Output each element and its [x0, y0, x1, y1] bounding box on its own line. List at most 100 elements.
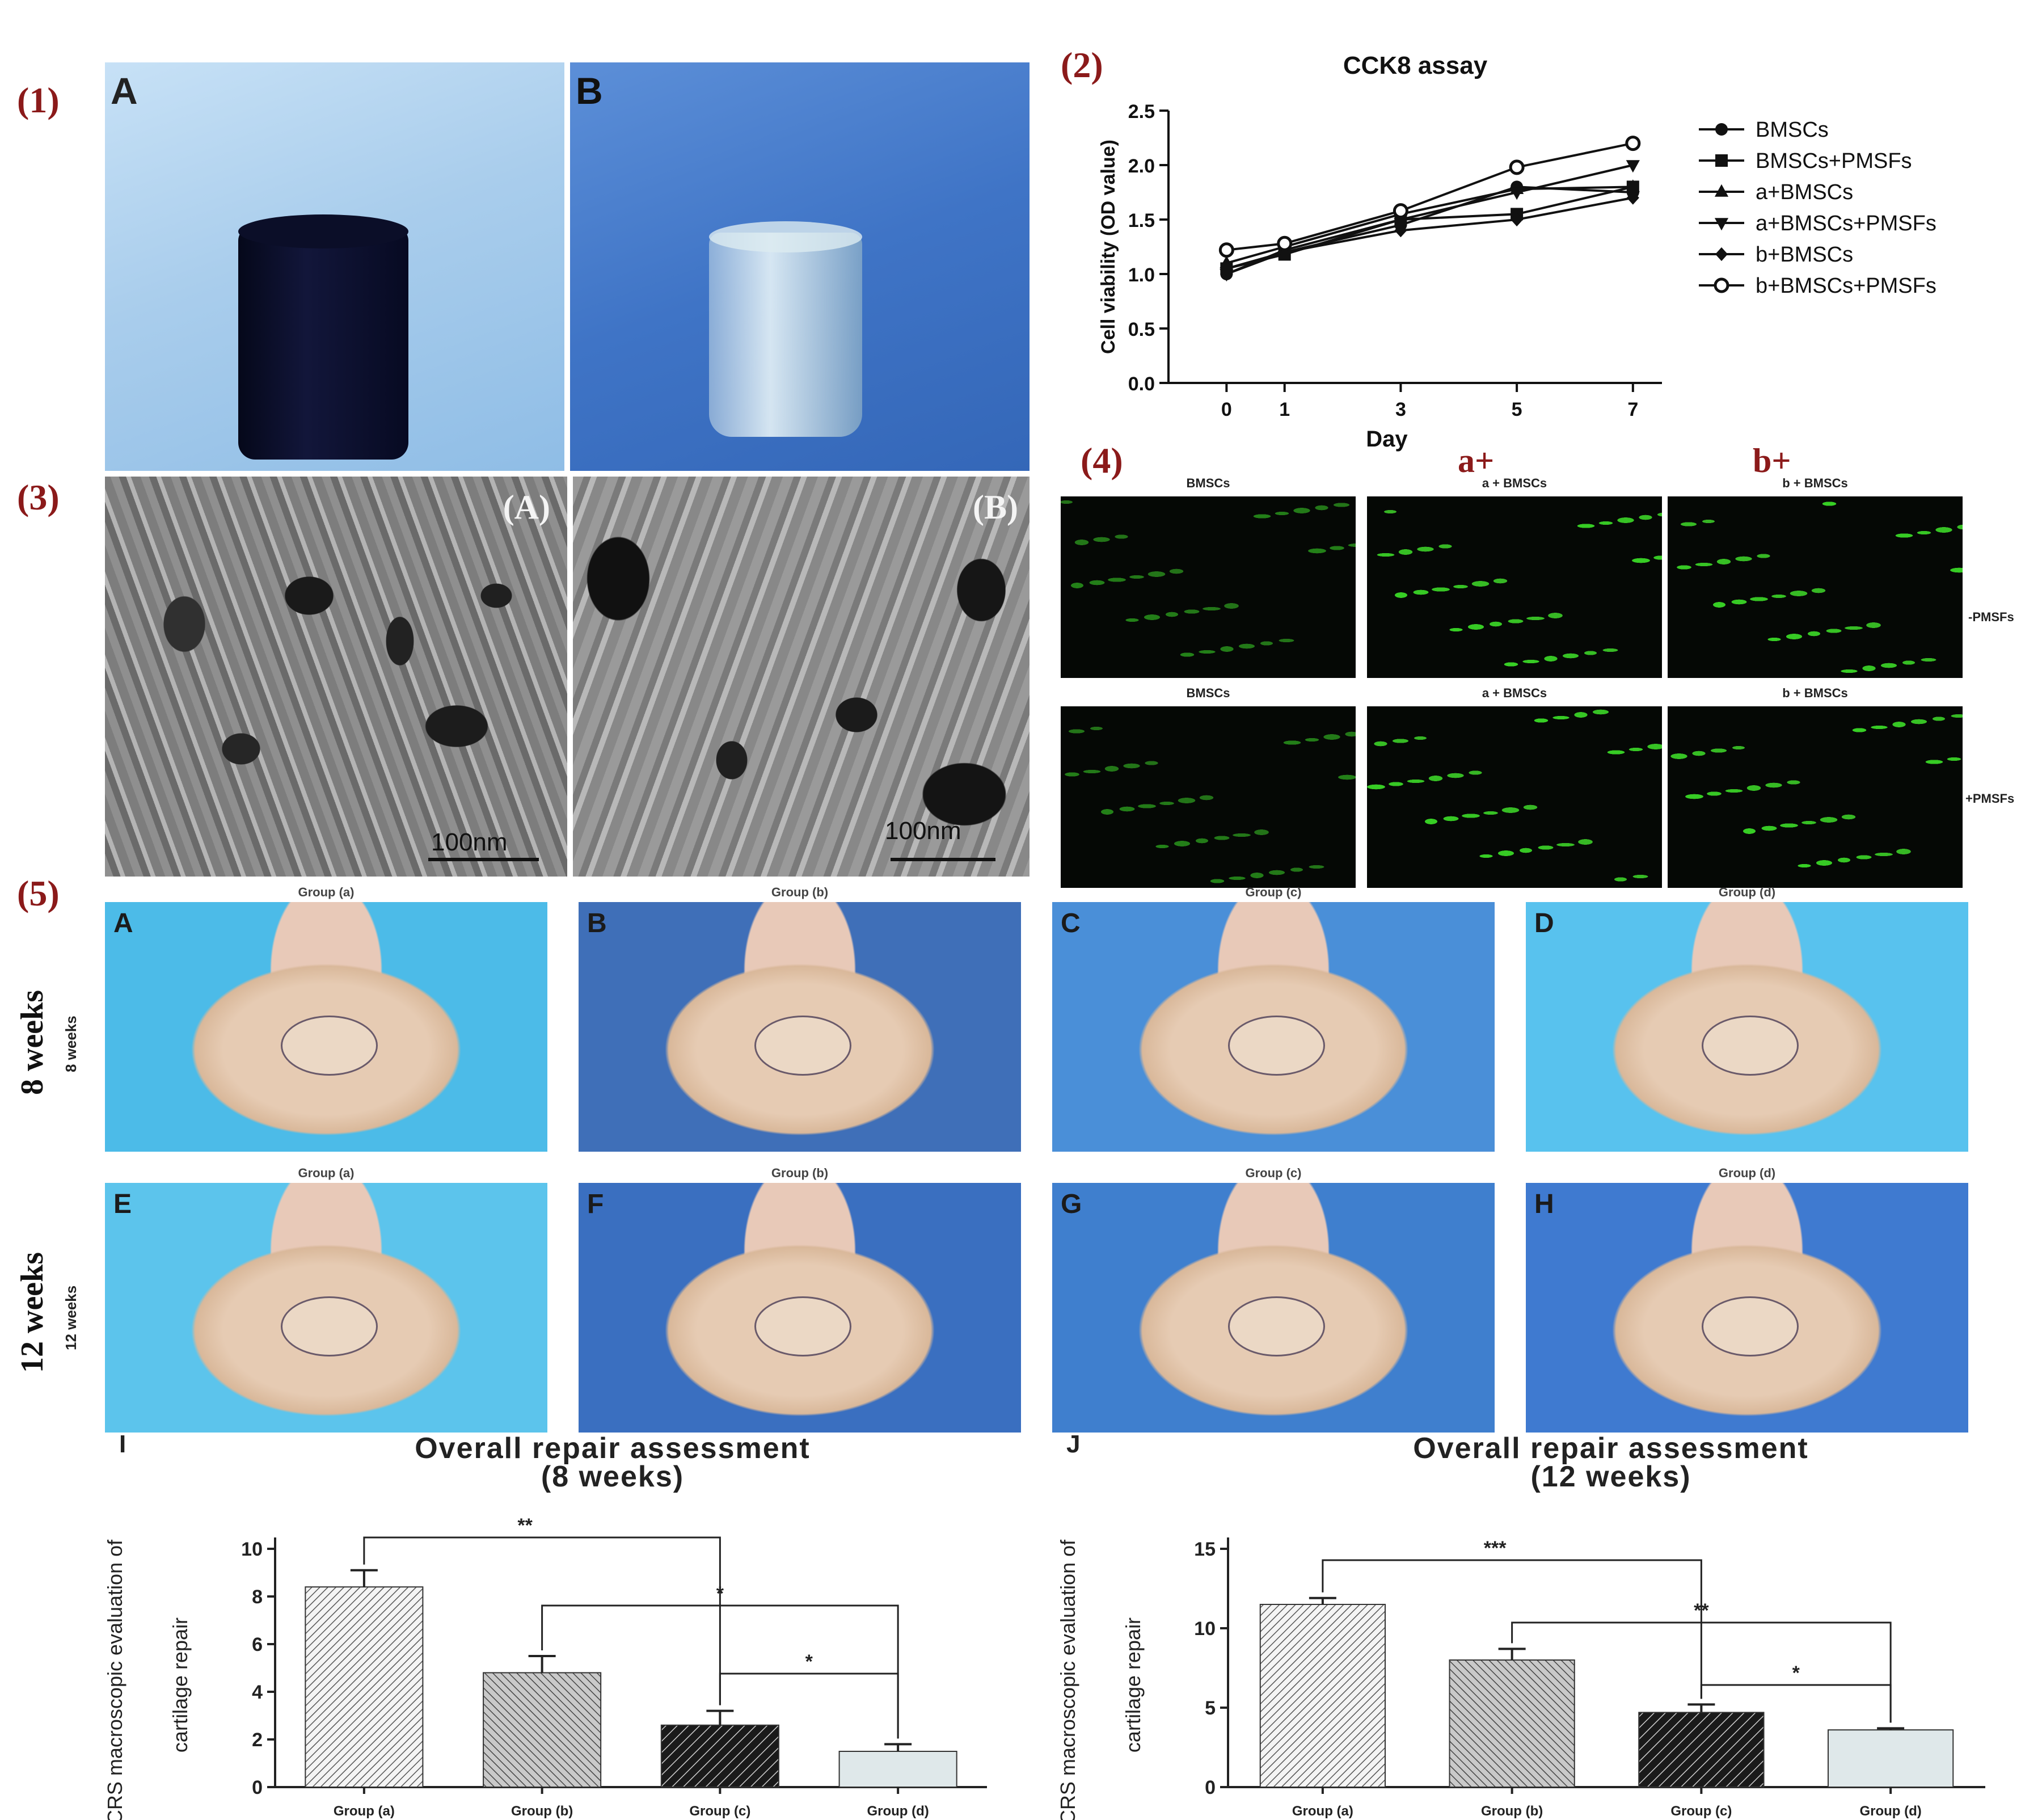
repair-group-label: Group (a): [298, 885, 355, 899]
defect-circle: [754, 1016, 851, 1076]
joint-photo: A Group (a): [105, 885, 547, 1152]
significance-bracket: [541, 1604, 899, 1739]
cck8-legend-label: a+BMSCs: [1756, 180, 1853, 204]
cck8-legend-marker: [1714, 218, 1729, 231]
bar-category-label: Group (a): [334, 1804, 395, 1819]
sem-label-a: (A): [503, 488, 550, 526]
cck8-x-label: Day: [1366, 427, 1408, 452]
week12-label: 12 weeks: [15, 1252, 50, 1373]
bar-panel-letter: J: [1066, 1435, 1080, 1458]
repair-group-label: Group (c): [1245, 885, 1302, 899]
cck8-point: [1510, 187, 1524, 200]
cck8-point: [1509, 159, 1525, 175]
repair-photo-letter: D: [1534, 908, 1554, 938]
bar-y-label-line1: ICRS macroscopic evaluation of: [103, 1539, 126, 1820]
cck8-series: BMSCs: [1220, 118, 1829, 280]
repair-group-label: Group (d): [1718, 885, 1776, 899]
significance-label: **: [1694, 1600, 1709, 1621]
cck8-point: [1218, 242, 1234, 258]
bar-title: Overall repair assessment: [415, 1435, 811, 1465]
fluor-side-bottom: +PMSFs: [1965, 791, 2015, 806]
repair-photo-letter: H: [1534, 1189, 1554, 1219]
repair-photo-letter: B: [587, 908, 607, 938]
fluorescence-image: a + BMSCs: [1367, 476, 1662, 678]
joint-photo: D Group (d): [1526, 885, 1968, 1152]
bar-category-label: Group (d): [1859, 1804, 1921, 1819]
repair-photo-letter: C: [1061, 908, 1081, 938]
bar-y-tick-label: 0: [252, 1777, 263, 1798]
week8-label: 8 weeks: [15, 989, 50, 1095]
fluorescence-label: BMSCs: [1186, 686, 1230, 700]
sem-image-a: (A) 100nm: [105, 477, 567, 877]
cck8-legend-label: a+BMSCs+PMSFs: [1756, 212, 1936, 235]
fluor-annot-b: b+: [1753, 442, 1791, 479]
black-scaffold-cylinder: [238, 227, 408, 460]
bar-y-tick-label: 4: [252, 1682, 263, 1703]
cck8-legend-marker: [1715, 154, 1728, 167]
cck8-legend-label: b+BMSCs: [1756, 243, 1853, 267]
significance-bracket: [1511, 1621, 1892, 1723]
photo-letter-b: B: [576, 70, 603, 112]
week12-small-label: 12 weeks: [62, 1285, 79, 1350]
repair-group-label: Group (c): [1245, 1166, 1302, 1180]
panel-label-5: (5): [17, 873, 60, 913]
cck8-y-label: Cell viability (OD value): [1098, 140, 1119, 354]
bar-category-label: Group (a): [1292, 1804, 1353, 1819]
bar: [1638, 1712, 1765, 1788]
sem-scale-bar-a: [428, 858, 539, 861]
repair-group-label: Group (d): [1718, 1166, 1776, 1180]
cck8-legend-label: BMSCs: [1756, 118, 1829, 142]
cck8-point: [1626, 179, 1640, 192]
significance-bracket: [363, 1536, 721, 1705]
cck8-point: [1394, 224, 1407, 238]
bar-chart-8-weeks: I Overall repair assessment(8 weeks) ICRS …: [103, 1435, 987, 1820]
significance-label: **: [517, 1515, 533, 1536]
panel-label-2: (2): [1061, 45, 1103, 85]
cck8-line-chart: CCK8 assay 0.0 0.5 1.0 1.5 2.0 2.5 0 1 3 5 7 Day Cell…: [1098, 52, 1936, 452]
panel-label-1: (1): [17, 80, 60, 120]
bar-y-label-line2: cartilage repair: [1121, 1617, 1145, 1752]
repair-group-label: Group (a): [298, 1166, 355, 1180]
fluorescence-label: b + BMSCs: [1782, 686, 1848, 700]
bar-y-tick-label: 10: [241, 1539, 263, 1560]
cck8-point: [1277, 235, 1293, 251]
bar-category-label: Group (b): [1481, 1804, 1543, 1819]
defect-circle: [281, 1296, 378, 1356]
bar: [838, 1751, 957, 1788]
bar-subtitle: (12 weeks): [1530, 1460, 1691, 1493]
cck8-series-line: [1226, 142, 1634, 251]
bar-y-tick-label: 10: [1194, 1618, 1216, 1640]
fluorescence-label: BMSCs: [1186, 476, 1230, 490]
cck8-point: [1511, 212, 1524, 227]
bar: [483, 1672, 602, 1788]
cck8-legend-label: b+BMSCs+PMSFs: [1756, 274, 1936, 298]
bar: [1449, 1659, 1575, 1788]
cck8-legend-marker: [1715, 123, 1728, 136]
significance-label: *: [805, 1651, 813, 1672]
scaffold-photo-a: A: [105, 62, 564, 471]
defect-circle: [1228, 1016, 1325, 1076]
joint-photo: C Group (c): [1052, 885, 1495, 1152]
bar-y-tick-label: 2: [252, 1729, 263, 1751]
cck8-y-tick-label: 1.0: [1128, 264, 1155, 286]
fluorescence-image: a + BMSCs: [1367, 686, 1662, 888]
cck8-point: [1393, 203, 1408, 219]
cck8-point: [1625, 136, 1641, 151]
bar-y-label-line1: ICRS macroscopic evaluation of: [1056, 1539, 1079, 1820]
defect-circle: [1702, 1016, 1799, 1076]
significance-bracket: [1322, 1559, 1702, 1699]
sem-scale-text-b: 100nm: [885, 817, 961, 845]
fluorescence-label: a + BMSCs: [1482, 686, 1547, 700]
defect-circle: [281, 1016, 378, 1076]
panel-label-3: (3): [17, 477, 60, 517]
cck8-x-tick-label: 5: [1512, 399, 1522, 420]
repair-photo-letter: F: [587, 1189, 604, 1219]
cck8-legend-label: BMSCs+PMSFs: [1756, 149, 1912, 173]
fluorescence-label: b + BMSCs: [1782, 476, 1848, 490]
repair-photo-letter: A: [113, 908, 133, 938]
cck8-x-tick-label: 1: [1279, 399, 1290, 420]
bar-y-tick-label: 0: [1205, 1777, 1216, 1798]
repair-group-label: Group (b): [771, 1166, 829, 1180]
cck8-point: [1626, 191, 1639, 205]
sem-image-b: (B) 100nm: [573, 477, 1030, 877]
